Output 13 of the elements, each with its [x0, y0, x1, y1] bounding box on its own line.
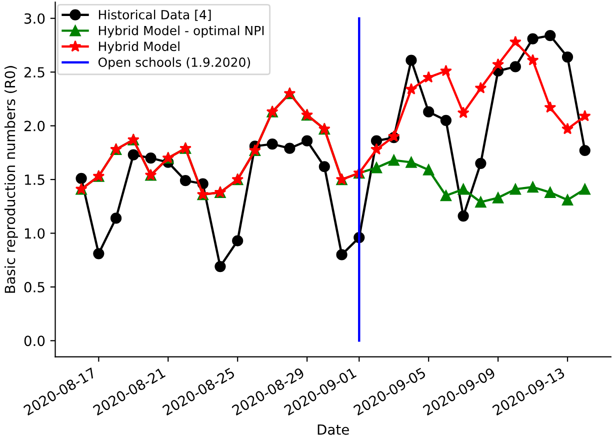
- legend-label: Open schools (1.9.2020): [98, 57, 250, 70]
- y-tick-label: 0.5: [24, 282, 44, 292]
- y-tick-label: 2.0: [24, 120, 45, 132]
- y-tick-label: 2.5: [24, 67, 44, 78]
- y-tick-label: 1.5: [24, 174, 44, 185]
- y-tick-label: 3.0: [24, 13, 45, 24]
- legend-label: Hybrid Model - optimal NPI: [98, 26, 264, 38]
- legend-label: Hybrid Model: [98, 41, 180, 54]
- x-axis-title: Date: [318, 424, 349, 435]
- y-tick-label: 0.0: [24, 336, 45, 346]
- legend-label: Historical Data [4]: [98, 10, 211, 21]
- y-axis-title: Basic reproduction numbers (R0): [4, 66, 18, 293]
- y-tick-label: 1.0: [24, 228, 45, 239]
